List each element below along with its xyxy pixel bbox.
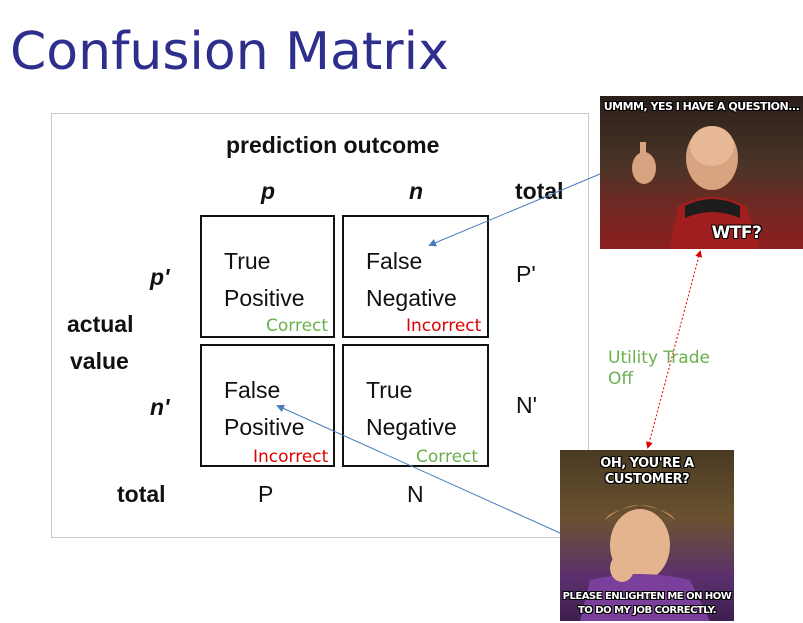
wonka-top-line1: OH, YOU'RE A — [600, 456, 694, 471]
wonka-bottom-line2: TO DO MY JOB CORRECTLY. — [577, 605, 717, 616]
cell-false-negative: False Negative — [342, 215, 489, 338]
row-header-total: total — [117, 481, 166, 507]
wonka-bottom-line1: PLEASE ENLIGHTEN ME ON HOW — [562, 591, 732, 602]
annotation-fn-incorrect: Incorrect — [406, 316, 482, 336]
row-header-p-prime: p' — [150, 264, 170, 290]
picard-top-text: UMMM, YES I HAVE A QUESTION... — [603, 100, 800, 113]
cell-tp-line2: Positive — [224, 285, 305, 311]
actual-label-line2: value — [70, 348, 129, 374]
prediction-outcome-header: prediction outcome — [226, 132, 440, 158]
col-header-n: n — [409, 178, 424, 204]
annotation-tp-correct: Correct — [266, 316, 329, 336]
slide-title: Confusion Matrix — [10, 22, 449, 82]
total-n: N — [407, 481, 424, 507]
utility-trade-off-label: Utility Trade Off — [608, 348, 710, 389]
picard-meme-image: UMMM, YES I HAVE A QUESTION... WTF? — [600, 96, 803, 249]
total-n-prime: N' — [516, 392, 538, 418]
cell-fp-line2: Positive — [224, 414, 305, 440]
cell-tn-line1: True — [366, 377, 413, 403]
cell-fp-line1: False — [224, 377, 281, 403]
annotation-fp-incorrect: Incorrect — [253, 447, 329, 467]
col-header-p: p — [261, 178, 276, 204]
wonka-top-line2: CUSTOMER? — [604, 472, 690, 487]
cell-true-positive: True Positive — [200, 215, 335, 338]
row-header-n-prime: n' — [150, 394, 170, 420]
total-p: P — [258, 481, 274, 507]
col-header-total: total — [515, 178, 564, 204]
cell-tn-line2: Negative — [366, 414, 457, 440]
cell-fn-line2: Negative — [366, 285, 457, 311]
cell-tp-line1: True — [224, 248, 271, 274]
wonka-meme-image: OH, YOU'RE A CUSTOMER? PLEASE ENLIGHTEN … — [560, 450, 734, 621]
cell-fn-line1: False — [366, 248, 423, 274]
total-p-prime: P' — [516, 261, 536, 287]
picard-bottom-text: WTF? — [711, 223, 762, 243]
annotation-tn-correct: Correct — [416, 447, 479, 467]
actual-label-line1: actual — [67, 311, 134, 337]
